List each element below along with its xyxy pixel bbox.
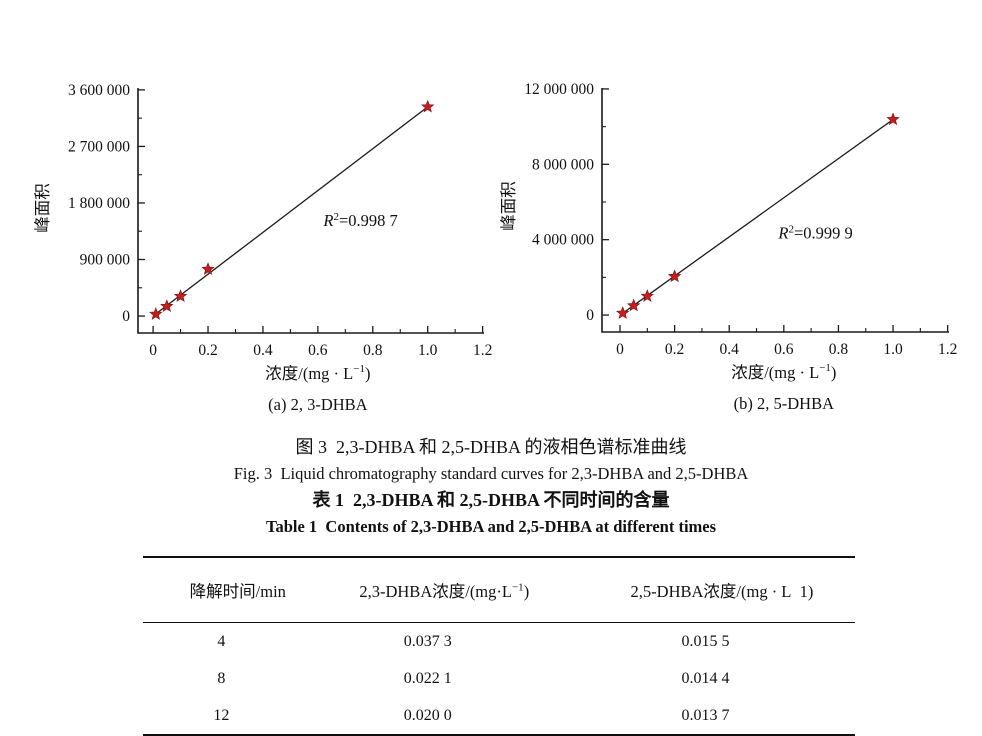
- table-cell-time: 12: [213, 706, 230, 724]
- y-tick-label: 8 000 000: [532, 156, 594, 173]
- data-point-star: [201, 262, 215, 275]
- data-point-star: [616, 306, 630, 319]
- superscript: −1: [511, 581, 524, 594]
- data-point-star: [421, 99, 435, 113]
- x-axis-title: 浓度/(mg · L−1): [265, 363, 370, 383]
- data-point-star: [149, 307, 163, 320]
- fit-line: [156, 106, 429, 314]
- x-tick-label: 1.0: [418, 342, 438, 359]
- x-tick-label: 0: [149, 342, 157, 359]
- table-cell-23dhba: 0.020 0: [403, 706, 452, 724]
- x-tick-label: 0.2: [665, 341, 684, 358]
- col-header-23dhba-concentration: 2,3-DHBA浓度/(mg·L−1): [299, 557, 556, 623]
- y-axis-title: 峰面积: [499, 181, 518, 231]
- figure-caption-en: Fig. 3 Liquid chromatography standard cu…: [233, 464, 749, 483]
- y-tick-label: 1 800 000: [68, 195, 130, 212]
- table-cell-25dhba: 0.013 7: [681, 706, 730, 724]
- r-squared-annotation: R2=0.999 9: [777, 223, 852, 242]
- table-caption-cn: 表 1 2,3-DHBA 和 2,5-DHBA 不同时间的含量: [312, 490, 670, 510]
- data-point-star: [886, 112, 900, 126]
- table-cell-25dhba: 0.015 5: [681, 632, 730, 650]
- col-header-degradation-time: 降解时间/min: [143, 557, 300, 623]
- table-cell-time: 8: [217, 669, 226, 687]
- x-tick-label: 0.2: [198, 342, 217, 359]
- col-header-text: ): [523, 582, 530, 601]
- table-row: 12 0.020 0 0.013 7: [143, 697, 855, 735]
- col-header-25dhba-concentration: 2,5-DHBA浓度/(mg · L 1): [555, 557, 855, 623]
- data-point-star: [160, 299, 174, 312]
- standard-curve-chart-23dhba: 0 900 000 1 800 000 2 700 000 3 600 000 0 0.2 0…: [33, 82, 492, 414]
- table-cell-25dhba: 0.014 4: [681, 669, 730, 687]
- x-tick-label: 0.6: [774, 341, 794, 358]
- table-row: 4 0.037 3 0.015 5: [143, 623, 855, 661]
- r-squared-annotation: R2=0.998 7: [322, 211, 397, 230]
- table-cell-23dhba: 0.022 1: [403, 669, 452, 687]
- y-tick-label: 3 600 000: [68, 82, 130, 99]
- data-point-star: [626, 298, 641, 312]
- axis-spines: [601, 88, 949, 333]
- standard-curve-chart-25dhba: 0 4 000 000 8 000 000 12 000 000 0 0.2 0.4 0.6 0…: [499, 81, 957, 413]
- data-point-star: [173, 289, 188, 302]
- x-axis-title: 浓度/(mg · L−1): [731, 362, 836, 382]
- data-point-star: [640, 289, 654, 302]
- col-header-text: 2,3-DHBA浓度/(mg·L: [359, 582, 512, 601]
- table-header-row: 降解时间/min 2,3-DHBA浓度/(mg·L−1) 2,5-DHBA浓度/…: [143, 557, 855, 623]
- table-cell-23dhba: 0.037 3: [403, 632, 452, 650]
- y-tick-label: 0: [122, 308, 130, 325]
- x-tick-label: 0.6: [308, 342, 328, 359]
- x-tick-label: 0.4: [253, 342, 273, 359]
- figure-caption-cn: 图 3 2,3-DHBA 和 2,5-DHBA 的液相色谱标准曲线: [295, 437, 687, 457]
- x-tick-label: 0.8: [363, 342, 383, 359]
- x-tick-label: 1.2: [938, 341, 957, 358]
- y-tick-label: 4 000 000: [532, 232, 594, 249]
- table-row: 8 0.022 1 0.014 4: [143, 660, 855, 697]
- y-axis-title: 峰面积: [33, 183, 52, 233]
- y-tick-label: 2 700 000: [68, 138, 130, 155]
- axis-spines: [137, 88, 484, 334]
- y-tick-label: 900 000: [80, 252, 131, 269]
- col-header-text: 2,5-DHBA浓度/(mg · L 1): [630, 582, 814, 601]
- subplot-caption: (b) 2, 5-DHBA: [734, 394, 834, 413]
- captions-block: 图 3 2,3-DHBA 和 2,5-DHBA 的液相色谱标准曲线 Fig. 3…: [0, 434, 982, 540]
- x-tick-label: 0.4: [720, 341, 740, 358]
- x-tick-label: 0.8: [829, 341, 849, 358]
- results-table: 降解时间/min 2,3-DHBA浓度/(mg·L−1) 2,5-DHBA浓度/…: [143, 556, 855, 736]
- data-point-star: [667, 269, 682, 283]
- x-tick-label: 1.0: [883, 341, 903, 358]
- x-tick-label: 1.2: [473, 342, 492, 359]
- subplot-caption: (a) 2, 3-DHBA: [268, 395, 368, 414]
- y-tick-label: 0: [586, 307, 594, 324]
- page: { "figure": { "caption_cn": "图 3\u00a0\u…: [0, 80, 982, 736]
- table-cell-time: 4: [217, 632, 226, 650]
- x-tick-label: 0: [616, 341, 624, 358]
- y-tick-label: 12 000 000: [524, 81, 594, 98]
- col-header-text: 降解时间/min: [189, 582, 286, 601]
- table-caption-en: Table 1 Contents of 2,3-DHBA and 2,5-DHB…: [265, 517, 717, 536]
- fit-line: [623, 118, 894, 314]
